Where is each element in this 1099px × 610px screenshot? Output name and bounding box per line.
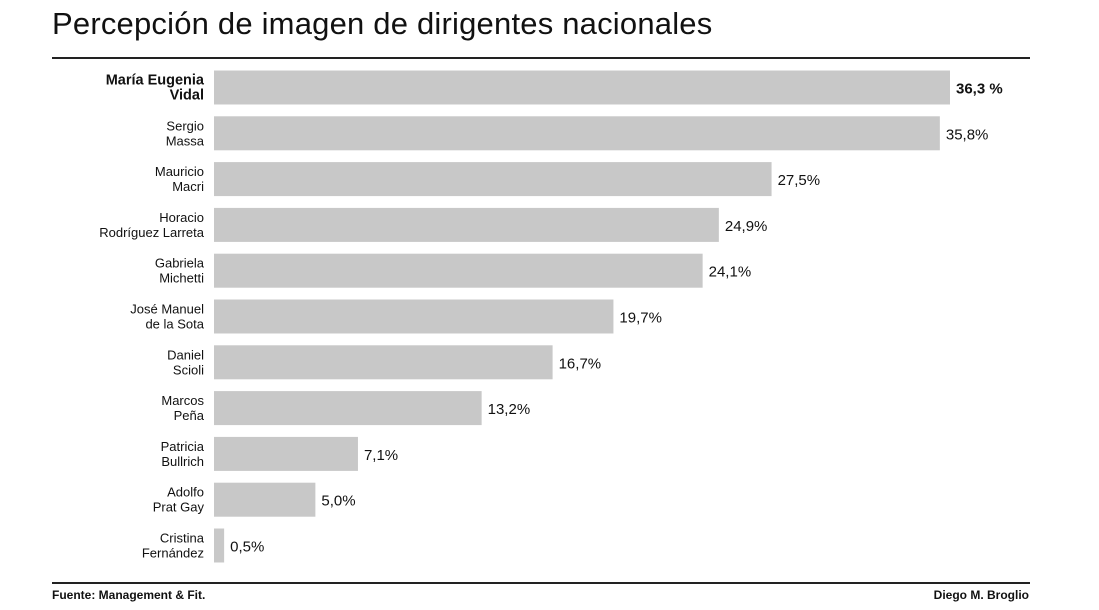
bar-9	[214, 482, 316, 517]
bar-7	[214, 391, 482, 426]
bottom-divider	[52, 582, 1030, 584]
value-label-1: 35,8%	[946, 126, 989, 143]
category-label-6: Daniel Scioli	[167, 347, 204, 377]
bar-1	[214, 116, 940, 151]
value-label-3: 24,9%	[725, 218, 768, 235]
category-label-4: Gabriela Michetti	[155, 256, 205, 286]
bar-0	[214, 70, 950, 105]
category-label-3: Horacio Rodríguez Larreta	[99, 210, 205, 240]
author-credit: Diego M. Broglio	[933, 588, 1029, 602]
value-label-9: 5,0%	[321, 493, 355, 510]
value-label-6: 16,7%	[559, 355, 602, 372]
category-label-1: Sergio Massa	[166, 118, 205, 148]
category-label-10: Cristina Fernández	[142, 531, 205, 561]
value-label-8: 7,1%	[364, 447, 398, 464]
bar-4	[214, 253, 703, 288]
bar-10	[214, 528, 225, 563]
value-label-4: 24,1%	[709, 264, 752, 281]
category-label-8: Patricia Bullrich	[161, 439, 205, 469]
bar-5	[214, 299, 614, 334]
top-divider	[52, 57, 1030, 59]
source-note: Fuente: Management & Fit.	[52, 588, 206, 602]
bar-2	[214, 162, 772, 197]
value-label-5: 19,7%	[619, 310, 662, 327]
bar-6	[214, 345, 553, 380]
value-label-10: 0,5%	[230, 539, 264, 556]
category-label-9: Adolfo Prat Gay	[153, 485, 205, 515]
bar-3	[214, 207, 719, 242]
category-label-0: María Eugenia Vidal	[106, 73, 205, 104]
category-label-7: Marcos Peña	[161, 393, 204, 423]
value-label-2: 27,5%	[778, 172, 821, 189]
category-label-5: José Manuel de la Sota	[130, 302, 204, 332]
category-label-2: Mauricio Macri	[155, 164, 204, 194]
chart-title: Percepción de imagen de dirigentes nacio…	[52, 6, 713, 41]
bar-8	[214, 436, 358, 471]
value-label-0: 36,3 %	[956, 81, 1003, 98]
value-label-7: 13,2%	[488, 401, 531, 418]
